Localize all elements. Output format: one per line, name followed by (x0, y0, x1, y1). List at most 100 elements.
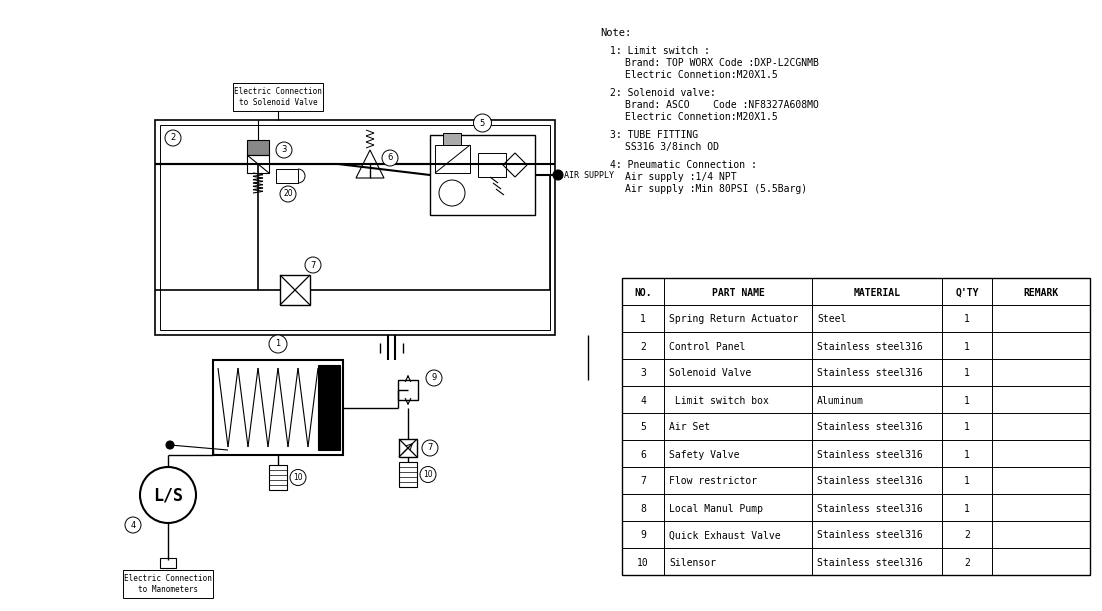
Text: 2: 2 (964, 530, 970, 541)
Bar (430, 135, 534, 215)
Text: 1: 1 (964, 450, 970, 459)
Text: PART NAME: PART NAME (712, 288, 765, 298)
Text: Electric Connetion:M20X1.5: Electric Connetion:M20X1.5 (625, 112, 778, 122)
Circle shape (280, 186, 296, 202)
Text: 1: 1 (640, 315, 646, 324)
Circle shape (422, 440, 437, 456)
Text: Silensor: Silensor (669, 557, 716, 568)
Circle shape (420, 467, 436, 483)
Text: Brand: ASCO    Code :NF8327A608MO: Brand: ASCO Code :NF8327A608MO (625, 100, 819, 110)
Text: Solenoid Valve: Solenoid Valve (669, 368, 752, 378)
Bar (478, 153, 506, 177)
Bar (276, 169, 298, 183)
Bar (399, 439, 417, 457)
Text: Stainless steel316: Stainless steel316 (817, 503, 922, 513)
Text: AIR SUPPLY: AIR SUPPLY (564, 170, 614, 180)
Text: 5: 5 (640, 422, 646, 433)
Text: Q'TY: Q'TY (955, 288, 979, 298)
Text: 2: 2 (171, 133, 175, 142)
Text: Safety Valve: Safety Valve (669, 450, 739, 459)
Bar (269, 465, 287, 490)
Text: 10: 10 (293, 473, 303, 482)
Text: Stainless steel316: Stainless steel316 (817, 530, 922, 541)
Circle shape (426, 370, 442, 386)
Circle shape (474, 114, 491, 132)
Text: 6: 6 (387, 153, 392, 163)
Text: REMARK: REMARK (1024, 288, 1059, 298)
Text: 3: 3 (281, 145, 287, 155)
Text: Electric Connetion:M20X1.5: Electric Connetion:M20X1.5 (625, 70, 778, 80)
Circle shape (290, 469, 306, 486)
Bar (443, 133, 461, 145)
Bar (213, 360, 343, 455)
Bar (160, 558, 176, 568)
Text: 9: 9 (640, 530, 646, 541)
Text: 7: 7 (428, 444, 433, 453)
Text: 10: 10 (637, 557, 649, 568)
Text: 8: 8 (640, 503, 646, 513)
Text: 1: 1 (964, 422, 970, 433)
Text: 1: Limit switch :: 1: Limit switch : (611, 46, 710, 56)
Text: 1: 1 (964, 368, 970, 378)
Text: 1: 1 (964, 342, 970, 351)
Text: 3: TUBE FITTING: 3: TUBE FITTING (611, 130, 699, 140)
Text: 1: 1 (964, 503, 970, 513)
Text: 4: 4 (130, 521, 136, 530)
Text: 1: 1 (276, 340, 281, 348)
Text: Limit switch box: Limit switch box (669, 395, 769, 406)
Text: 20: 20 (283, 189, 293, 199)
Text: Local Manul Pump: Local Manul Pump (669, 503, 763, 513)
Text: 1: 1 (964, 477, 970, 486)
Bar (247, 140, 269, 155)
Bar (399, 462, 417, 487)
Circle shape (382, 150, 398, 166)
Text: Flow restrictor: Flow restrictor (669, 477, 757, 486)
Bar (160, 125, 550, 330)
Text: L/S: L/S (153, 486, 183, 504)
Bar (155, 120, 555, 335)
Text: 3: 3 (640, 368, 646, 378)
Text: Stainless steel316: Stainless steel316 (817, 422, 922, 433)
Text: 6: 6 (640, 450, 646, 459)
Text: 10: 10 (423, 470, 433, 479)
Bar (233, 83, 323, 111)
Text: Control Panel: Control Panel (669, 342, 745, 351)
Text: 7: 7 (311, 260, 315, 269)
Text: Brand: TOP WORX Code :DXP-L2CGNMB: Brand: TOP WORX Code :DXP-L2CGNMB (625, 58, 819, 68)
Text: 2: 2 (964, 557, 970, 568)
Circle shape (439, 180, 465, 206)
Bar (123, 570, 213, 598)
Text: 2: 2 (640, 342, 646, 351)
Text: Electric Connection
to Manometers: Electric Connection to Manometers (125, 574, 212, 594)
Text: Quick Exhaust Valve: Quick Exhaust Valve (669, 530, 780, 541)
Text: Electric Connection
to Solenoid Valve: Electric Connection to Solenoid Valve (234, 87, 322, 107)
Circle shape (269, 335, 287, 353)
Text: 7: 7 (640, 477, 646, 486)
Text: Note:: Note: (599, 28, 631, 38)
Bar (435, 145, 469, 173)
Circle shape (166, 441, 174, 449)
Bar (318, 365, 341, 450)
Text: Stainless steel316: Stainless steel316 (817, 557, 922, 568)
Circle shape (140, 467, 196, 523)
Bar (622, 278, 1090, 575)
Text: 4: Pneumatic Connection :: 4: Pneumatic Connection : (611, 160, 757, 170)
Circle shape (125, 517, 141, 533)
Text: 2: Solenoid valve:: 2: Solenoid valve: (611, 88, 716, 98)
Bar (247, 155, 269, 173)
Circle shape (305, 257, 321, 273)
Text: 4: 4 (640, 395, 646, 406)
Text: 9: 9 (431, 373, 436, 382)
Text: Air supply :1/4 NPT: Air supply :1/4 NPT (625, 172, 736, 182)
Text: 5: 5 (479, 119, 485, 128)
Circle shape (276, 142, 292, 158)
Text: 1: 1 (964, 395, 970, 406)
Text: Stainless steel316: Stainless steel316 (817, 477, 922, 486)
Text: Stainless steel316: Stainless steel316 (817, 342, 922, 351)
Circle shape (553, 170, 563, 180)
Bar (398, 380, 418, 400)
Text: Air supply :Min 80PSI (5.5Barg): Air supply :Min 80PSI (5.5Barg) (625, 184, 807, 194)
Bar (280, 275, 310, 305)
Text: MATERIAL: MATERIAL (854, 288, 900, 298)
Text: NO.: NO. (634, 288, 651, 298)
